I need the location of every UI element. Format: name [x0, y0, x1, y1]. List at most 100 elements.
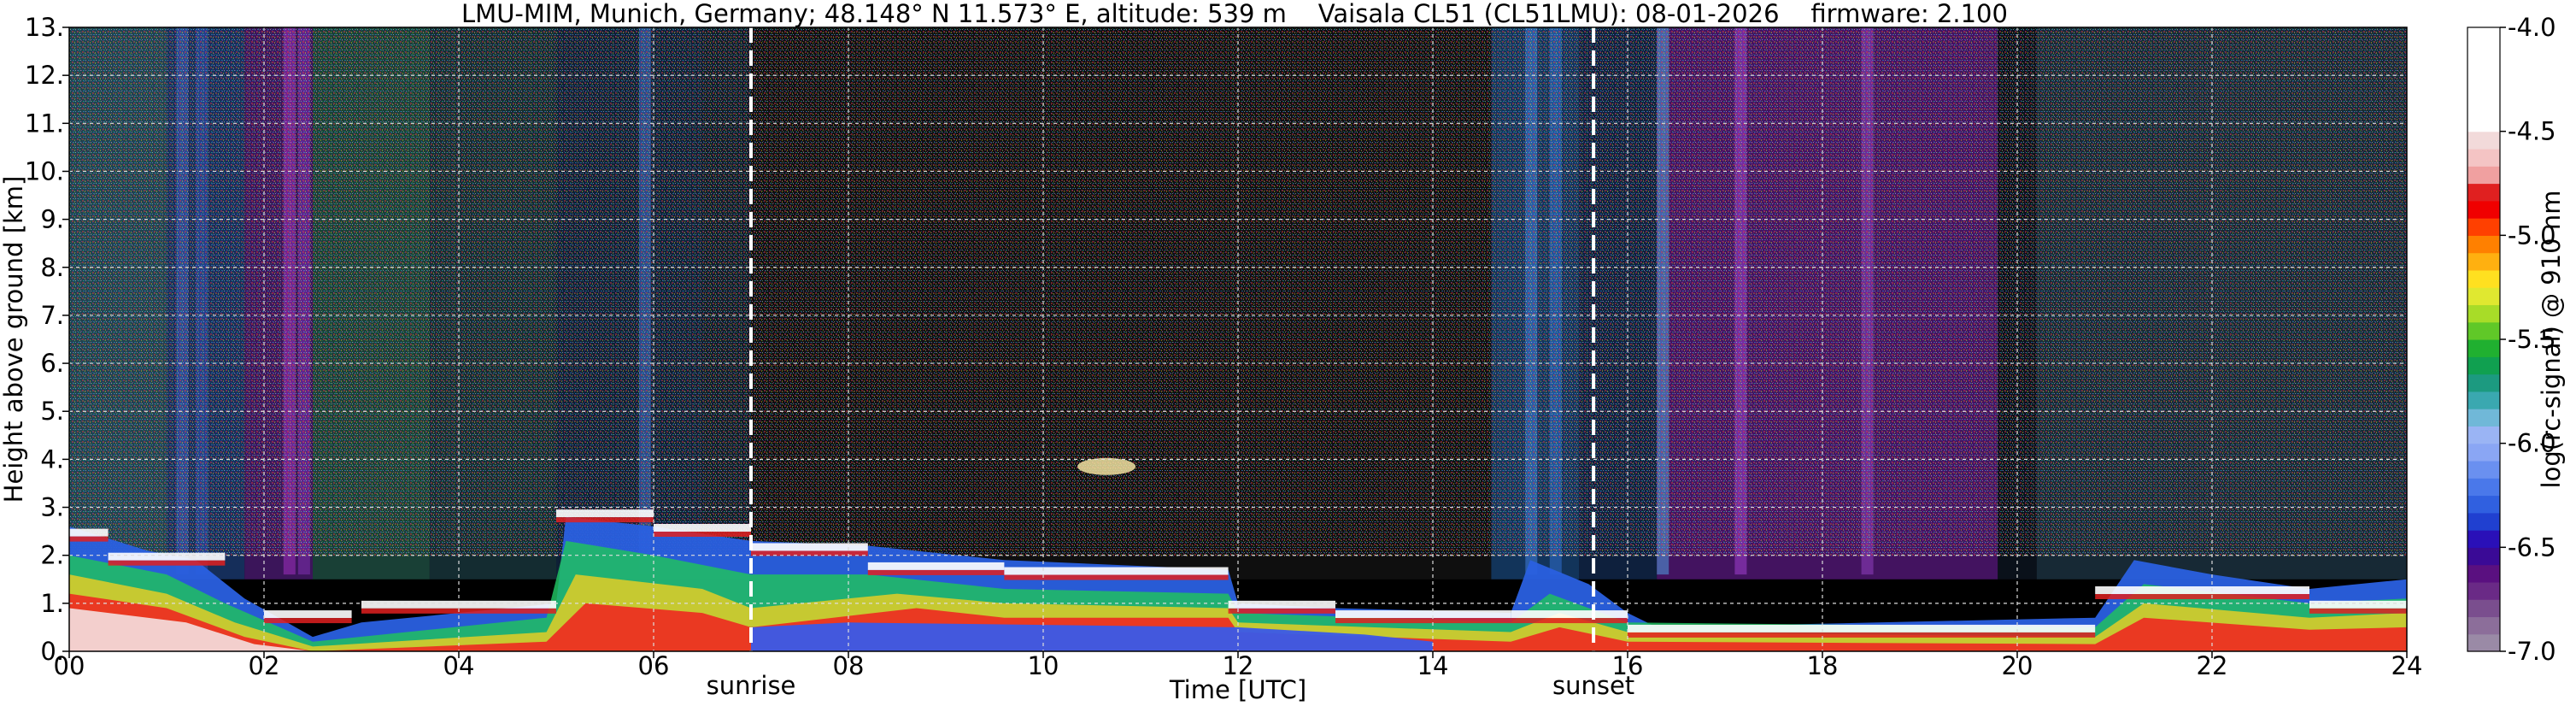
- cloud-base-layer: [867, 562, 1005, 570]
- colorbar-label: log(rc-signal) @ 910 nm: [2537, 191, 2566, 489]
- colorbar-segment: [2467, 564, 2500, 583]
- colorbar-segment: [2467, 616, 2500, 635]
- colorbar-segment: [2467, 27, 2500, 45]
- colorbar-segment: [2467, 114, 2500, 132]
- y-tick-label: 13.: [25, 13, 64, 42]
- cloud-base-edge: [69, 536, 109, 542]
- y-axis: 0. 1. 2. 3. 4. 5. 6. 7. 8. 9. 10. 11. 12. 13.: [25, 13, 69, 666]
- colorbar-segment: [2467, 356, 2500, 375]
- y-tick-label: 5.: [40, 397, 64, 426]
- cloud-base-layer: [654, 524, 751, 532]
- colorbar-segment: [2467, 131, 2500, 150]
- y-tick-label: 4.: [40, 444, 64, 474]
- colorbar-tick-label: -4.5: [2508, 117, 2556, 146]
- colorbar-segment: [2467, 581, 2500, 600]
- x-tick-label: 16: [1612, 651, 1644, 680]
- colorbar-segment: [2467, 547, 2500, 566]
- cloud-base-layer: [1335, 610, 1511, 619]
- colorbar-segment: [2467, 426, 2500, 444]
- sun-marker-label: sunrise: [707, 671, 796, 700]
- cloud-base-edge: [867, 569, 1005, 575]
- cloud-base-layer: [108, 552, 226, 561]
- cloud-base-edge: [654, 532, 751, 537]
- colorbar: [2467, 26, 2501, 652]
- title-firmware: firmware: 2.100: [1810, 0, 2008, 28]
- colorbar-segment: [2467, 287, 2500, 306]
- y-tick-label: 6.: [40, 349, 64, 378]
- cloud-base-layer: [1511, 610, 1628, 619]
- sun-marker-label: sunset: [1552, 671, 1634, 700]
- colorbar-segment: [2467, 235, 2500, 254]
- cloud-base-layer: [751, 543, 868, 551]
- colorbar-tick-label: -4.0: [2508, 13, 2556, 42]
- cloud-base-layer: [556, 509, 654, 518]
- x-tick-label: 04: [443, 651, 475, 680]
- colorbar-tick-label: -5.5: [2508, 325, 2556, 354]
- colorbar-tick-label: -7.0: [2508, 637, 2556, 666]
- colorbar-segment: [2467, 599, 2500, 618]
- colorbar-segment: [2467, 183, 2500, 202]
- colorbar-segment: [2467, 495, 2500, 514]
- colorbar-segment: [2467, 148, 2500, 167]
- x-axis: 00 02 04 06 08 10 12 14 16 18 20 22 24: [54, 651, 2423, 680]
- colorbar-segment: [2467, 304, 2500, 323]
- cloud-base-edge: [1511, 618, 1628, 624]
- y-tick-label: 11.: [25, 109, 64, 138]
- x-tick-label: 20: [2002, 651, 2033, 680]
- x-tick-label: 22: [2197, 651, 2228, 680]
- colorbar-segment: [2467, 374, 2500, 392]
- colorbar-segment: [2467, 200, 2500, 219]
- cloud-base-edge: [1628, 632, 2096, 638]
- cloud-base-edge: [2095, 594, 2309, 599]
- cloud-base-edge: [264, 618, 352, 624]
- x-tick-label: 00: [54, 651, 85, 680]
- cloud-base-layer: [1004, 567, 1229, 575]
- cloud-base-edge: [2309, 608, 2407, 614]
- title-station: LMU-MIM, Munich, Germany; 48.148° N 11.5…: [461, 0, 1287, 28]
- colorbar-tick-label: -6.0: [2508, 429, 2556, 458]
- colorbar-segment: [2467, 44, 2500, 63]
- cloud-base-edge: [751, 550, 868, 556]
- x-tick-label: 08: [833, 651, 865, 680]
- cloud-base-layer: [1228, 600, 1335, 609]
- y-tick-label: 1.: [40, 589, 64, 618]
- y-tick-label: 12.: [25, 61, 64, 90]
- cloud-base-layer: [2095, 586, 2309, 594]
- colorbar-segment: [2467, 409, 2500, 427]
- colorbar-segment: [2467, 339, 2500, 357]
- cloud-base-edge: [1335, 618, 1511, 624]
- x-tick-label: 12: [1223, 651, 1254, 680]
- cloud-base-edge: [1004, 574, 1229, 580]
- y-tick-label: 2.: [40, 541, 64, 570]
- grid-lines: [69, 27, 2407, 651]
- colorbar-segment: [2467, 443, 2500, 462]
- x-tick-label: 18: [1807, 651, 1839, 680]
- x-tick-label: 10: [1028, 651, 1059, 680]
- x-tick-label: 14: [1417, 651, 1449, 680]
- cloud-base-layer: [264, 610, 352, 619]
- y-tick-label: 10.: [25, 156, 64, 185]
- colorbar-segment: [2467, 391, 2500, 409]
- colorbar-tick-label: -5.0: [2508, 221, 2556, 250]
- y-tick-label: 3.: [40, 493, 64, 522]
- colorbar-segment: [2467, 460, 2500, 479]
- y-tick-label: 8.: [40, 253, 64, 282]
- colorbar-segment: [2467, 97, 2500, 115]
- colorbar-segment: [2467, 530, 2500, 548]
- y-axis-label: Height above ground [km]: [0, 176, 28, 503]
- colorbar-segment: [2467, 62, 2500, 80]
- cloud-base-layer: [69, 528, 109, 537]
- colorbar-segment: [2467, 79, 2500, 97]
- x-tick-label: 02: [249, 651, 280, 680]
- y-tick-label: 9.: [40, 205, 64, 234]
- x-tick-label: 24: [2391, 651, 2423, 680]
- cloud-fragment: [1077, 457, 1136, 475]
- cloud-base-layer: [2309, 600, 2407, 609]
- cloud-base-layer: [1628, 624, 2096, 632]
- y-tick-label: 7.: [40, 301, 64, 330]
- colorbar-segment: [2467, 321, 2500, 340]
- heatmap-plot-area: [69, 27, 2407, 651]
- colorbar-segment: [2467, 166, 2500, 185]
